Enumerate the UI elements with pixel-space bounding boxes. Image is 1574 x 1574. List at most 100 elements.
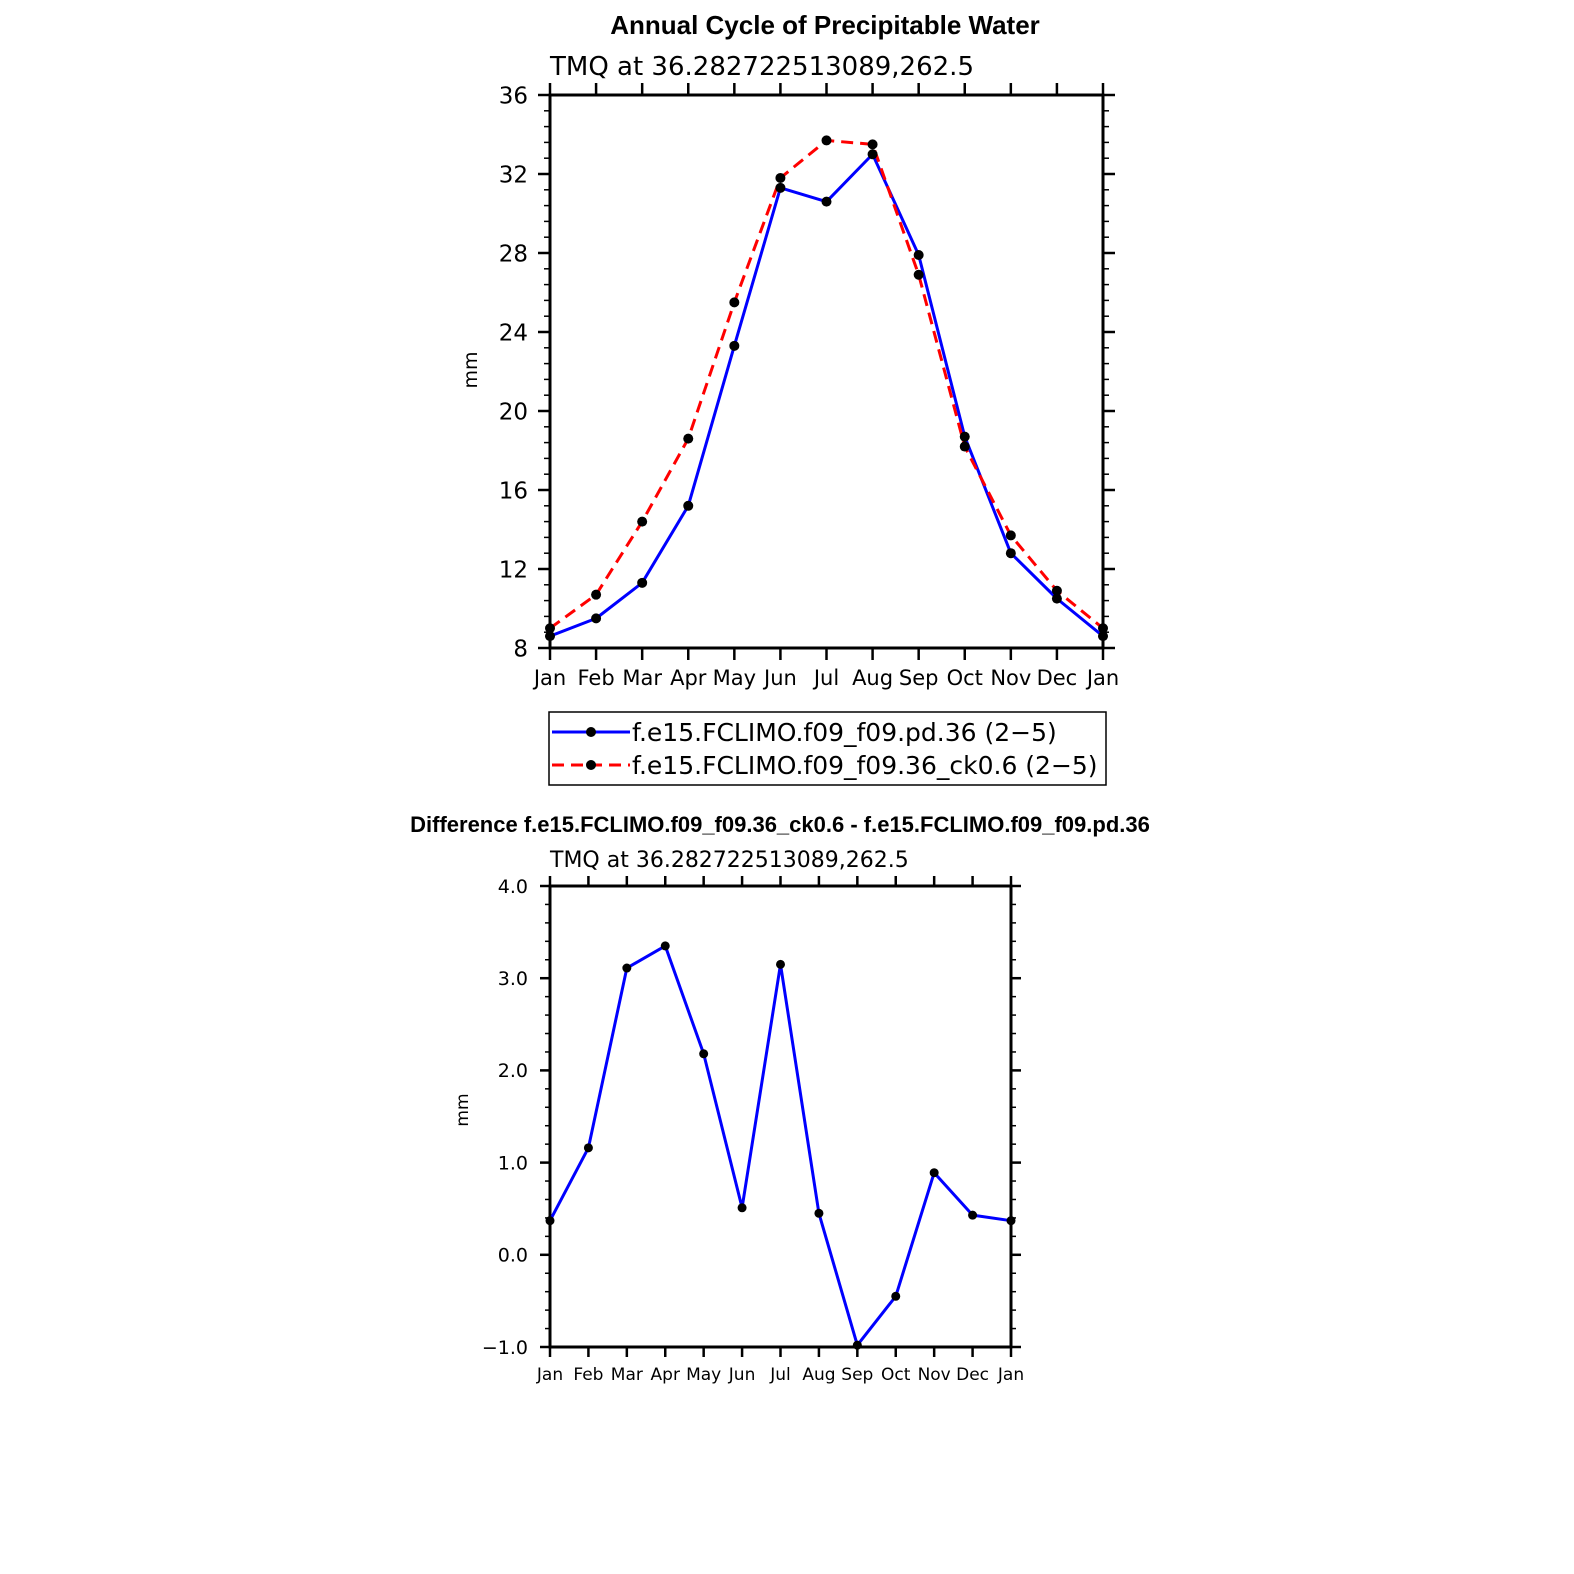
data-point [545, 623, 555, 634]
data-point [1005, 548, 1016, 559]
axis-ticks [540, 876, 1021, 1357]
y-tick-labels: −1.0 0.0 1.0 2.0 3.0 4.0 [482, 876, 528, 1359]
x-tick-label: Jul [812, 666, 839, 690]
plot-border [548, 884, 1013, 1349]
x-tick-labels: Jan Feb Mar Apr May Jun Jul Aug Sep Oct Nov Dec Jan [536, 1365, 1024, 1385]
data-point [637, 577, 648, 588]
data-point [1051, 593, 1062, 604]
x-tick-labels: Jan Feb Mar Apr May Jun Jul Aug Sep Oct Nov Dec Jan [532, 666, 1119, 690]
legend-box [548, 711, 1107, 786]
y-tick-label: 24 [499, 320, 528, 346]
x-tick-label: Apr [651, 1365, 680, 1385]
x-tick-label: Sep [841, 1365, 873, 1385]
data-point [959, 431, 970, 442]
data-point [660, 941, 670, 951]
legend-marker-model-ck [586, 760, 596, 770]
data-point [775, 172, 786, 183]
data-point [1098, 631, 1108, 642]
y-tick-label: 12 [499, 557, 528, 583]
x-tick-label: May [713, 666, 756, 690]
series-line-0 [549, 152, 1104, 638]
data-point [545, 1216, 555, 1226]
x-tick-label: Jan [1085, 666, 1119, 690]
data-point [913, 269, 924, 280]
legend-marker-model-pd [586, 727, 596, 737]
y-tick-label: 4.0 [498, 876, 528, 898]
axis-ticks [538, 83, 1115, 660]
y-tick-label: 20 [499, 399, 528, 425]
y-tick-label: 8 [513, 636, 528, 662]
data-point [913, 249, 924, 260]
legend: f.e15.FCLIMO.f09_f09.pd.36 (2−5) f.e15.F… [548, 711, 1107, 786]
data-point [637, 516, 648, 527]
x-tick-label: Jan [532, 666, 566, 690]
data-point [583, 1143, 593, 1153]
data-point [1006, 1216, 1016, 1226]
x-tick-label: Jan [536, 1365, 563, 1385]
data-point [591, 589, 602, 600]
data-point [683, 433, 694, 444]
data-point [821, 196, 832, 207]
data-point [959, 441, 970, 452]
y-tick-label: 28 [499, 241, 528, 267]
legend-label-model-ck: f.e15.FCLIMO.f09_f09.36_ck0.6 (2−5) [632, 751, 1098, 780]
series-lines [545, 941, 1016, 1350]
y-tick-label: 3.0 [498, 968, 528, 990]
y-tick-label: 32 [499, 162, 528, 188]
x-tick-label: Aug [852, 666, 893, 690]
data-point [821, 135, 832, 146]
y-tick-label: 36 [499, 83, 528, 109]
data-point [545, 631, 555, 642]
x-tick-label: Mar [611, 1365, 643, 1385]
data-point [775, 182, 786, 193]
y-tick-label: −1.0 [482, 1337, 528, 1359]
data-point [729, 297, 740, 308]
data-point [814, 1208, 824, 1218]
x-tick-label: Sep [899, 666, 939, 690]
plot-frame [548, 884, 1013, 1349]
annual-cycle-chart: Annual Cycle of Precipitable Water TMQ a… [460, 10, 1119, 786]
data-point [683, 500, 694, 511]
series-line-1 [549, 138, 1104, 630]
plot-border [548, 93, 1105, 650]
y-tick-labels: 8 12 16 20 24 28 32 36 [499, 83, 528, 662]
legend-label-model-pd: f.e15.FCLIMO.f09_f09.pd.36 (2−5) [632, 718, 1057, 747]
x-tick-label: Oct [881, 1365, 911, 1385]
data-point [737, 1203, 747, 1213]
x-tick-label: Oct [947, 666, 983, 690]
data-point [1098, 623, 1108, 634]
data-point [1051, 585, 1062, 596]
x-tick-label: May [686, 1365, 721, 1385]
x-tick-label: Jun [728, 1365, 756, 1385]
difference-chart: Difference f.e15.FCLIMO.f09_f09.36_ck0.6… [410, 812, 1150, 1385]
series-line-0 [548, 944, 1012, 1347]
data-point [929, 1168, 939, 1178]
data-point [891, 1291, 901, 1301]
data-point [622, 963, 632, 973]
y-tick-label: 2.0 [498, 1060, 528, 1082]
x-tick-label: Mar [622, 666, 662, 690]
x-tick-label: Feb [577, 666, 614, 690]
y-tick-label: 1.0 [498, 1152, 528, 1174]
x-tick-label: Aug [802, 1365, 835, 1385]
x-tick-label: Feb [573, 1365, 603, 1385]
data-point [968, 1210, 978, 1220]
data-point [776, 959, 785, 969]
x-tick-label: Dec [956, 1365, 989, 1385]
y-tick-label: 0.0 [498, 1245, 528, 1267]
data-point [699, 1049, 709, 1059]
data-point [729, 340, 740, 351]
y-tick-label: 16 [499, 478, 528, 504]
chart-title: Difference f.e15.FCLIMO.f09_f09.36_ck0.6… [410, 812, 1150, 837]
y-axis-label: mm [460, 351, 482, 388]
data-point [867, 139, 878, 150]
data-point [591, 613, 602, 624]
data-point [867, 149, 878, 160]
series-lines [545, 135, 1108, 642]
data-point [852, 1340, 862, 1350]
x-tick-label: Nov [918, 1365, 951, 1385]
x-tick-label: Jan [997, 1365, 1024, 1385]
chart-subtitle: TMQ at 36.282722513089,262.5 [549, 52, 974, 82]
y-axis-label: mm [453, 1093, 473, 1126]
